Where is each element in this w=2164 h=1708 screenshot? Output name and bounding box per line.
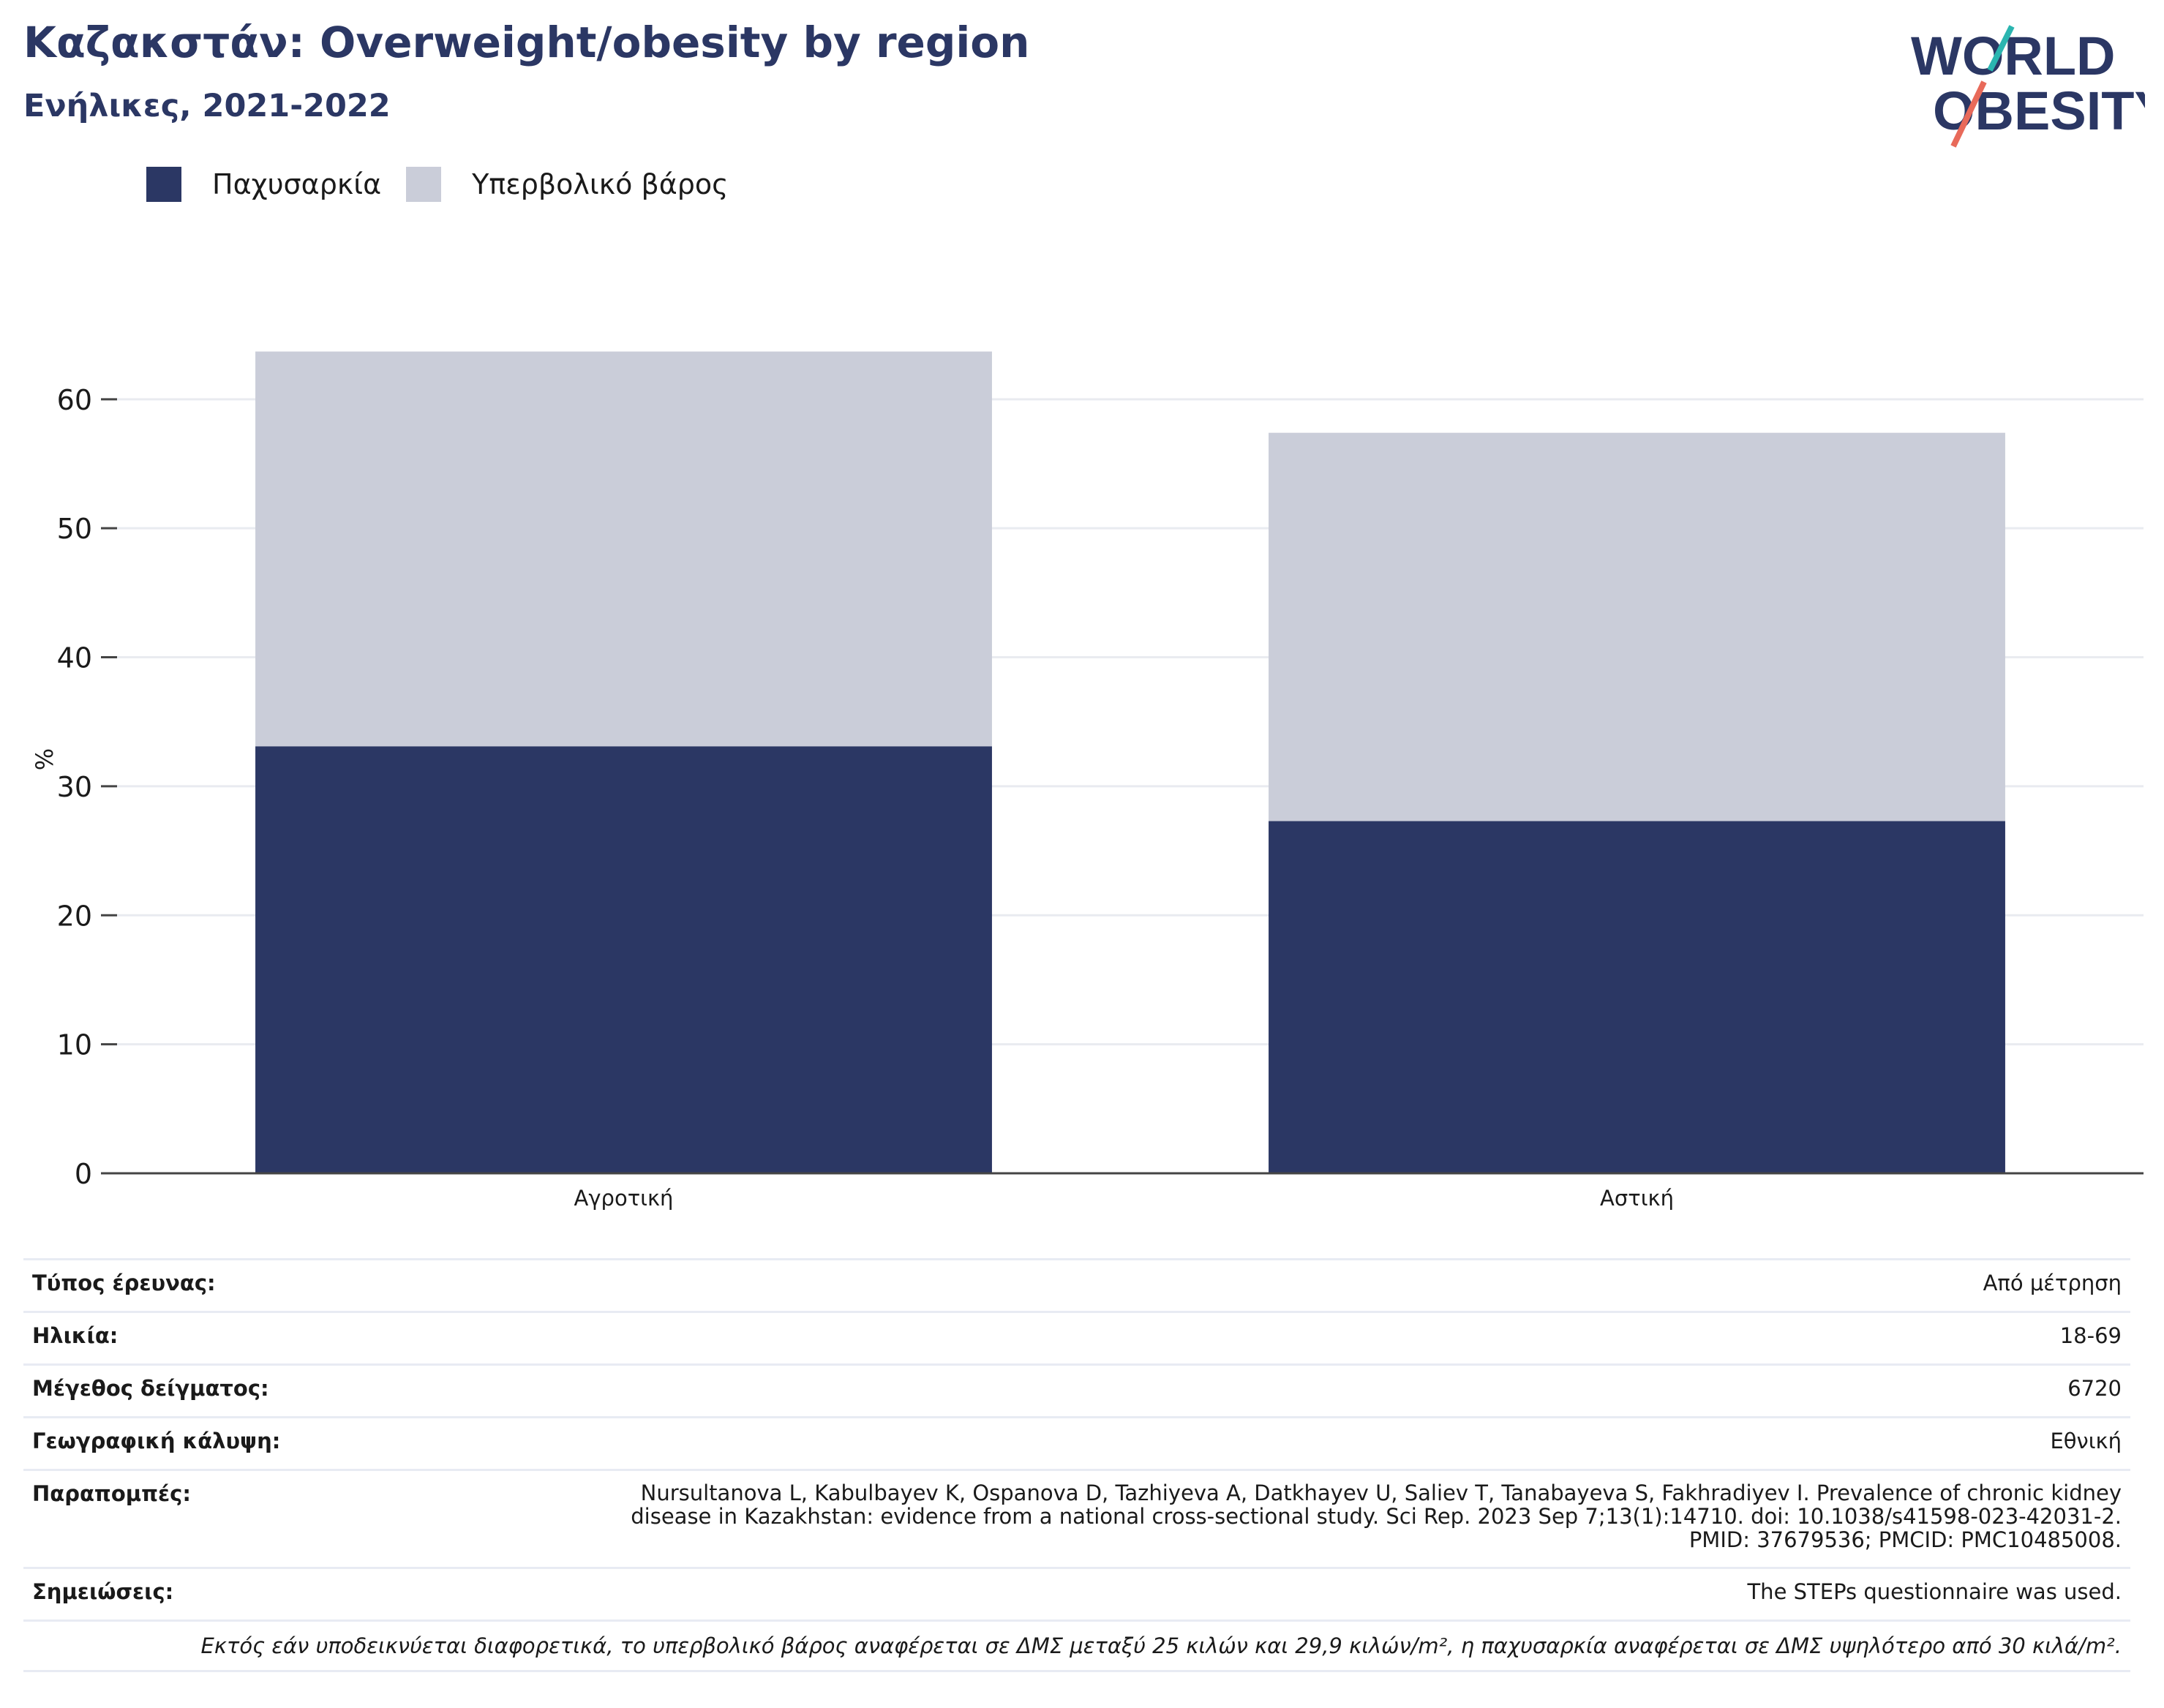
info-value: 18-69 — [2059, 1323, 2122, 1348]
logo-coral-stroke — [1950, 80, 1987, 148]
logo-teal-stroke — [1987, 25, 2015, 72]
bar-obesity-1 — [1269, 821, 2005, 1173]
logo-line1: WORLD — [1911, 26, 2116, 86]
y-tick-label: 50 — [57, 513, 92, 545]
info-key: Παραπομπές: — [32, 1481, 191, 1506]
y-tick-label: 20 — [57, 900, 92, 932]
info-row-age: Ηλικία: 18-69 — [23, 1311, 2130, 1363]
chart-subtitle: Ενήλικες, 2021-2022 — [23, 88, 391, 124]
legend-swatch-overweight — [406, 167, 442, 202]
info-value: Εθνική — [2050, 1429, 2122, 1453]
info-key: Ηλικία: — [32, 1323, 119, 1348]
y-tick-label: 0 — [75, 1158, 92, 1190]
info-row-coverage: Γεωγραφική κάλυψη: Εθνική — [23, 1416, 2130, 1469]
info-key: Μέγεθος δείγματος: — [32, 1376, 269, 1401]
y-tick-label: 30 — [57, 771, 92, 803]
info-value: Από μέτρηση — [1983, 1271, 2122, 1295]
chart-legend: Παχυσαρκία Υπερβολικό βάρος — [146, 167, 753, 202]
legend-swatch-obesity — [146, 167, 181, 202]
y-tick-label: 40 — [57, 642, 92, 674]
bar-obesity-0 — [255, 746, 992, 1173]
legend-item-obesity: Παχυσαρκία — [146, 167, 381, 202]
x-tick-label: Αγροτική — [574, 1186, 674, 1211]
bar-overweight-0 — [255, 351, 992, 747]
info-row-references: Παραπομπές: Nursultanova L, Kabulbayev K… — [23, 1469, 2130, 1567]
y-tick-label: 60 — [57, 384, 92, 416]
stacked-bar-chart: 0 10 20 30 40 50 60% Αγροτική Αστική — [31, 351, 2144, 1211]
info-value: The STEPs questionnaire was used. — [1747, 1579, 2122, 1604]
legend-label-obesity: Παχυσαρκία — [212, 168, 382, 200]
legend-label-overweight: Υπερβολικό βάρος — [472, 168, 729, 200]
info-row-notes: Σημειώσεις: The STEPs questionnaire was … — [23, 1567, 2130, 1619]
bar-overweight-1 — [1269, 432, 2005, 821]
info-row-sample-size: Μέγεθος δείγματος: 6720 — [23, 1363, 2130, 1416]
info-table: Τύπος έρευνας: Από μέτρηση Ηλικία: 18-69… — [23, 1258, 2130, 1672]
info-value: Nursultanova L, Kabulbayev K, Ospanova D… — [631, 1481, 2122, 1552]
info-key: Τύπος έρευνας: — [32, 1271, 216, 1295]
legend-item-overweight: Υπερβολικό βάρος — [406, 167, 728, 202]
y-tick-label: 10 — [57, 1029, 92, 1061]
chart-title: Καζακστάν: Overweight/obesity by region — [23, 18, 1030, 67]
info-key: Γεωγραφική κάλυψη: — [32, 1429, 281, 1453]
footnote: Εκτός εάν υποδεικνύεται διαφορετικά, το … — [23, 1619, 2130, 1672]
x-tick-label: Αστική — [1600, 1186, 1674, 1211]
world-obesity-logo: WORLD OBESITY — [1911, 25, 2145, 148]
y-axis-label: % — [31, 748, 59, 770]
info-key: Σημειώσεις: — [32, 1579, 174, 1604]
info-value: 6720 — [2067, 1376, 2122, 1401]
info-row-survey-type: Τύπος έρευνας: Από μέτρηση — [23, 1258, 2130, 1311]
